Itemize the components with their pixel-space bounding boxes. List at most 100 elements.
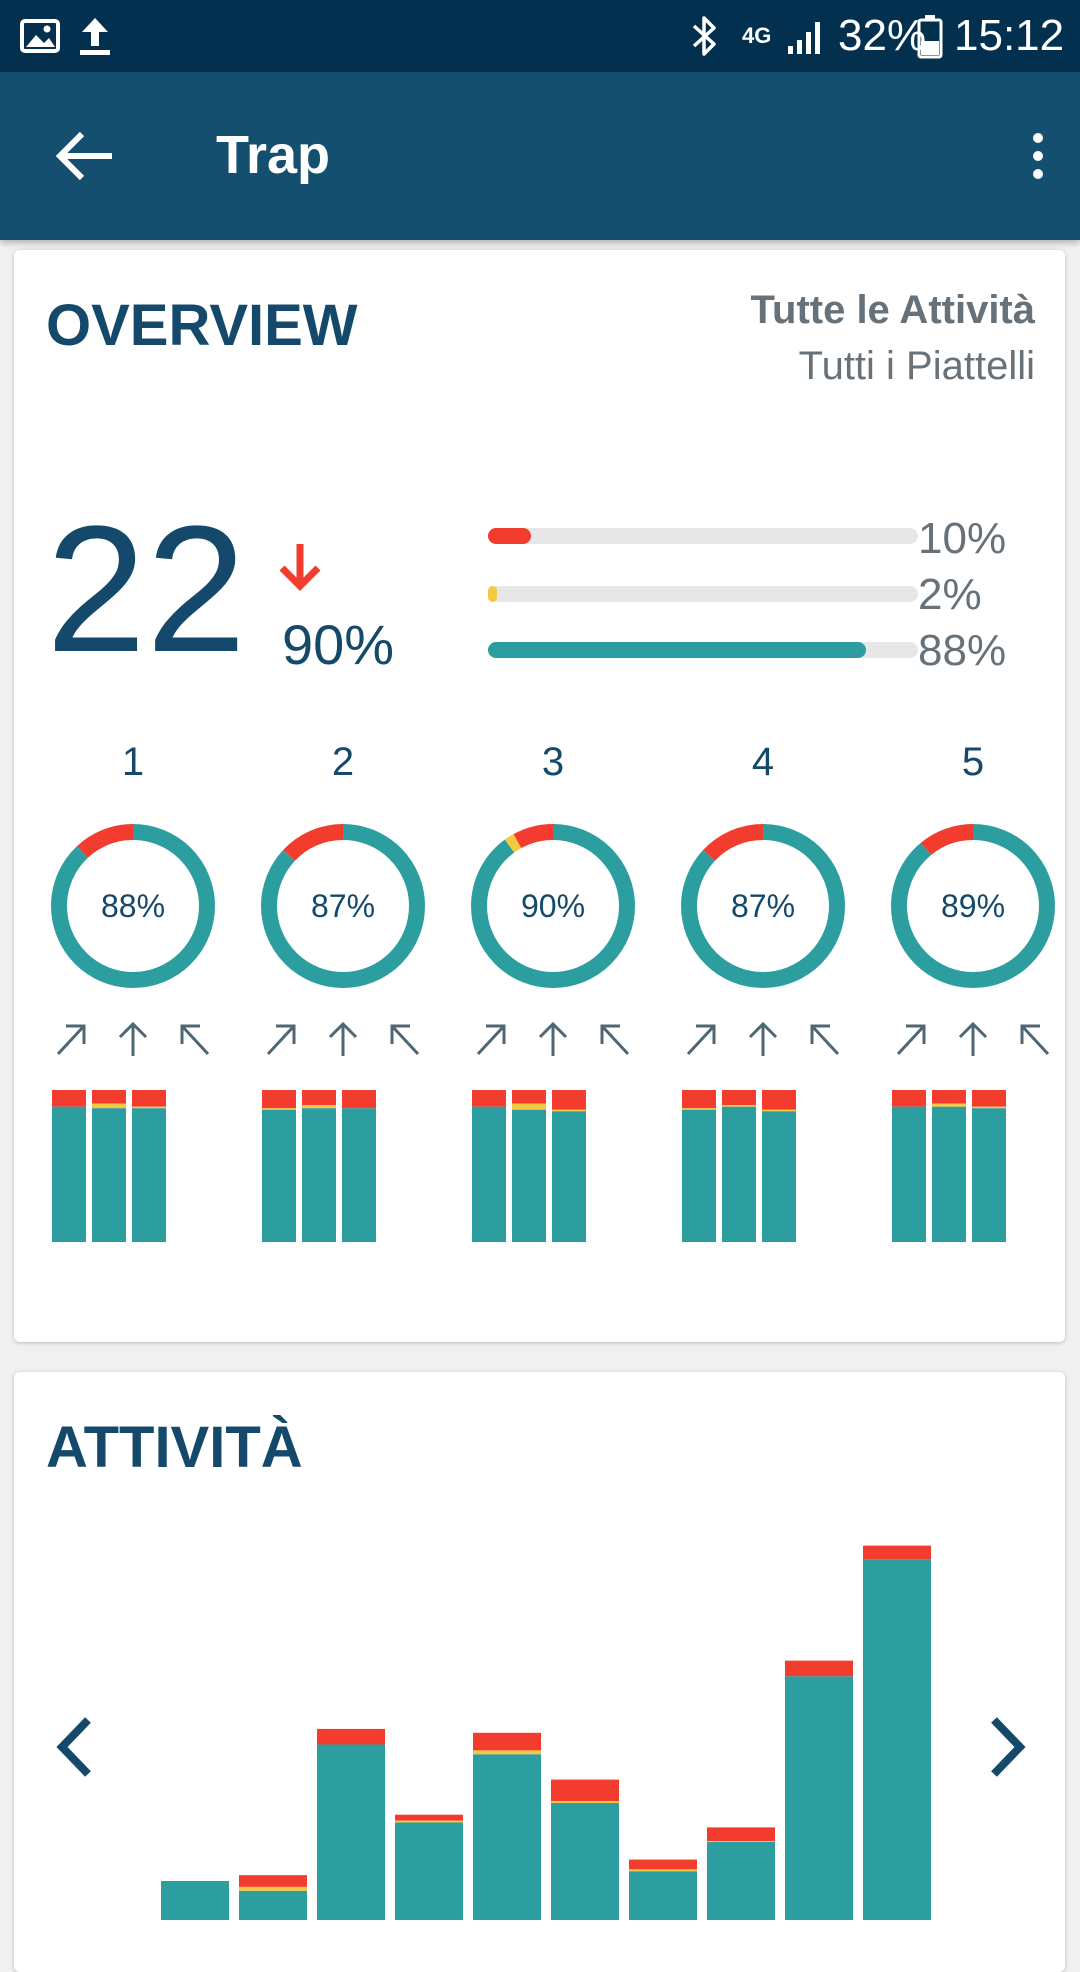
mini-bar-hit bbox=[932, 1106, 966, 1242]
mini-bar-miss bbox=[682, 1090, 716, 1109]
direction-icons bbox=[678, 1016, 848, 1062]
activity-bar-3-seg-1[interactable] bbox=[317, 1744, 385, 1921]
arrow-up-left-icon bbox=[390, 1024, 420, 1056]
stand-number: 5 bbox=[961, 740, 985, 784]
image-icon bbox=[20, 0, 60, 72]
miss-progress-bar bbox=[488, 528, 918, 544]
trend-percent: 90% bbox=[282, 613, 395, 676]
mini-bar-miss bbox=[52, 1090, 86, 1107]
activity-bar-8-seg-3[interactable] bbox=[707, 1827, 775, 1842]
activity-bar-5-seg-3[interactable] bbox=[473, 1732, 541, 1751]
activity-bar-7-seg-3[interactable] bbox=[629, 1859, 697, 1870]
arrow-up-right-icon bbox=[476, 1024, 506, 1056]
activity-bar-9-seg-1[interactable] bbox=[785, 1676, 853, 1920]
arrow-up-icon bbox=[538, 1021, 568, 1056]
activity-bar-4-seg-2[interactable] bbox=[395, 1820, 463, 1823]
mini-bar-miss bbox=[472, 1090, 506, 1107]
stand-mini-bars bbox=[48, 1090, 218, 1242]
mini-bar-miss bbox=[512, 1090, 546, 1104]
target-filter[interactable]: Tutti i Piattelli bbox=[798, 344, 1035, 388]
mini-bar-partial bbox=[932, 1103, 966, 1107]
activity-bar-3-seg-3[interactable] bbox=[317, 1728, 385, 1745]
activity-bar-4-seg-1[interactable] bbox=[395, 1822, 463, 1921]
arrow-up-right-icon bbox=[56, 1024, 86, 1056]
activity-bar-8-seg-2[interactable] bbox=[707, 1841, 775, 1842]
mini-bar-hit bbox=[972, 1108, 1006, 1242]
activity-bar-6-seg-1[interactable] bbox=[551, 1803, 619, 1920]
activity-bar-6-seg-3[interactable] bbox=[551, 1779, 619, 1802]
activity-bar-7-seg-1[interactable] bbox=[629, 1871, 697, 1920]
stand-4[interactable]: 4 87% bbox=[658, 740, 868, 1280]
partial-progress-bar bbox=[488, 586, 918, 602]
activity-bar-2-seg-2[interactable] bbox=[239, 1886, 307, 1891]
activity-bar-10-seg-3[interactable] bbox=[863, 1545, 931, 1560]
mini-bar-miss bbox=[722, 1090, 756, 1106]
activity-filter[interactable]: Tutte le Attività bbox=[750, 288, 1035, 332]
mini-bar-partial bbox=[972, 1106, 1006, 1109]
activity-bar-4-seg-3[interactable] bbox=[395, 1814, 463, 1821]
bluetooth-icon bbox=[690, 0, 720, 72]
donut-hit-segment bbox=[51, 824, 215, 988]
activity-bar-7-seg-2[interactable] bbox=[629, 1869, 697, 1872]
mini-bar-hit bbox=[892, 1106, 926, 1242]
donut-hit-segment bbox=[891, 824, 1055, 988]
activity-bar-9-seg-3[interactable] bbox=[785, 1660, 853, 1677]
activity-bar-2-seg-3[interactable] bbox=[239, 1875, 307, 1887]
mini-bar-hit bbox=[262, 1109, 296, 1242]
mini-bar-partial bbox=[132, 1106, 166, 1109]
battery-icon bbox=[916, 0, 944, 72]
stand-donut: 87% bbox=[253, 816, 433, 996]
mini-bar-miss bbox=[932, 1090, 966, 1104]
mini-bar-partial bbox=[682, 1108, 716, 1110]
chevron-left-icon[interactable] bbox=[46, 1712, 106, 1782]
hit-progress-fill bbox=[488, 642, 867, 658]
total-score: 22 bbox=[46, 489, 247, 690]
stand-5[interactable]: 5 89% bbox=[868, 740, 1078, 1280]
more-options-icon[interactable] bbox=[1010, 128, 1066, 188]
activity-bar-6-seg-2[interactable] bbox=[551, 1801, 619, 1803]
mini-bar-miss bbox=[262, 1090, 296, 1109]
stand-percent: 88% bbox=[100, 887, 166, 924]
chevron-right-icon[interactable] bbox=[976, 1712, 1036, 1782]
activity-bar-1-seg-1[interactable] bbox=[161, 1881, 229, 1920]
stand-mini-bars bbox=[888, 1090, 1058, 1242]
hit-percent: 88% bbox=[918, 626, 1007, 675]
arrow-up-icon bbox=[748, 1021, 778, 1056]
arrow-up-right-icon bbox=[686, 1024, 716, 1056]
stand-number: 1 bbox=[121, 740, 145, 784]
stand-donut: 89% bbox=[883, 816, 1063, 996]
mini-bar-hit bbox=[762, 1111, 796, 1242]
activity-bar-5-seg-2[interactable] bbox=[473, 1750, 541, 1755]
mini-bar-hit bbox=[52, 1106, 86, 1242]
activity-bar-2-seg-1[interactable] bbox=[239, 1890, 307, 1920]
mini-bar-hit bbox=[132, 1108, 166, 1242]
back-arrow-icon[interactable] bbox=[50, 120, 122, 192]
direction-icons bbox=[888, 1016, 1058, 1062]
mini-bar-miss bbox=[342, 1090, 376, 1109]
mini-bar-partial bbox=[262, 1108, 296, 1110]
stand-percent: 87% bbox=[310, 887, 376, 924]
mini-bar-miss bbox=[132, 1090, 166, 1107]
direction-icons bbox=[48, 1016, 218, 1062]
arrow-up-icon bbox=[328, 1021, 358, 1056]
direction-icons bbox=[258, 1016, 428, 1062]
activity-bar-8-seg-1[interactable] bbox=[707, 1842, 775, 1920]
mini-bar-hit bbox=[472, 1106, 506, 1242]
network-type: 4G bbox=[742, 23, 772, 48]
partial-percent: 2% bbox=[918, 570, 982, 619]
mini-bar-partial bbox=[302, 1105, 336, 1109]
stand-3[interactable]: 3 90% bbox=[448, 740, 658, 1280]
activity-bar-5-seg-1[interactable] bbox=[473, 1754, 541, 1920]
mini-bar-partial bbox=[512, 1103, 546, 1110]
trend-down-icon bbox=[272, 540, 328, 596]
activity-bar-10-seg-1[interactable] bbox=[863, 1559, 931, 1920]
mini-bar-hit bbox=[302, 1108, 336, 1242]
mini-bar-hit bbox=[92, 1108, 126, 1242]
stand-percent: 89% bbox=[940, 887, 1006, 924]
stand-donut: 87% bbox=[673, 816, 853, 996]
overview-card: OVERVIEW Tutte le Attività Tutti i Piatt… bbox=[14, 250, 1065, 1342]
arrow-up-right-icon bbox=[266, 1024, 296, 1056]
mini-bar-miss bbox=[762, 1090, 796, 1110]
stand-1[interactable]: 1 88% bbox=[28, 740, 238, 1280]
stand-2[interactable]: 2 87% bbox=[238, 740, 448, 1280]
